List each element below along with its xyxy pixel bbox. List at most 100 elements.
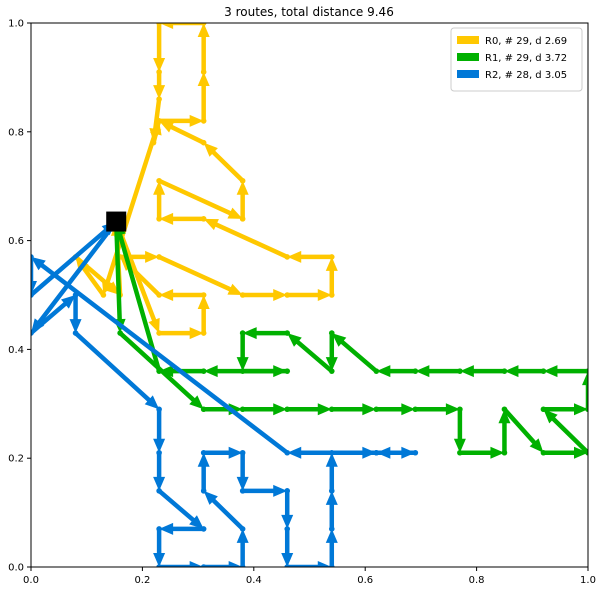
customer-point [72, 330, 79, 336]
route-arrowhead [543, 365, 558, 378]
route-arrowhead [498, 409, 511, 424]
route-arrowhead [325, 528, 338, 543]
customer-point [200, 292, 207, 298]
route-segment [295, 339, 335, 374]
routes-layer [31, 23, 588, 567]
y-tick-label: 0.2 [8, 454, 24, 465]
customer-point [200, 216, 207, 222]
customer-point [200, 406, 207, 413]
x-tick-label: 0.2 [134, 575, 150, 586]
route-arrowhead [153, 438, 166, 453]
route-arrowhead [459, 365, 474, 378]
customer-point [100, 292, 107, 298]
customer-point [200, 139, 207, 146]
route-arrowhead [153, 553, 166, 567]
legend-swatch [457, 70, 479, 78]
customer-point [156, 216, 162, 222]
customer-point [239, 330, 246, 336]
route-arrowhead [325, 357, 338, 372]
route-arrowhead [228, 561, 243, 567]
legend: R0, # 29, d 2.69 R1, # 29, d 3.72 R2, # 28… [450, 27, 583, 92]
route-arrowhead [61, 295, 76, 309]
y-tick-label: 0.4 [8, 345, 24, 356]
customer-point [117, 330, 123, 336]
customer-point [328, 254, 335, 260]
x-tick-label: 0.4 [246, 575, 262, 586]
legend-label: R0, # 29, d 2.69 [485, 36, 567, 47]
customer-point [156, 488, 162, 494]
route-arrowhead [325, 256, 338, 271]
route-0 [72, 23, 338, 340]
customer-point [501, 449, 508, 456]
route-arrowhead [287, 446, 302, 459]
route-arrowhead [543, 409, 558, 424]
route-arrowhead [144, 395, 160, 410]
customer-point [328, 330, 335, 336]
route-segment [340, 339, 379, 374]
chart-title: 3 routes, total distance 9.46 [224, 5, 394, 19]
customer-point [373, 449, 380, 456]
customer-point [284, 406, 291, 413]
plot-frame [30, 22, 589, 568]
customer-point [200, 526, 207, 532]
route-arrowhead [203, 365, 218, 378]
customer-point [239, 368, 246, 374]
customer-point [284, 488, 291, 494]
customer-point [457, 449, 463, 456]
customer-point [585, 406, 588, 413]
route-arrowhead [159, 289, 174, 301]
route-segment [156, 178, 233, 216]
customer-point [284, 526, 291, 532]
route-arrowhead [153, 180, 166, 195]
route-arrowhead [197, 71, 210, 86]
route-segment [31, 301, 68, 336]
legend-box [450, 27, 583, 92]
customer-point [156, 23, 162, 26]
route-arrowhead [287, 250, 302, 263]
customer-point [457, 368, 463, 374]
route-arrowhead [376, 446, 391, 459]
route-arrowhead [281, 553, 294, 567]
route-arrowhead [197, 23, 210, 37]
route-arrowhead [325, 452, 338, 467]
customer-point [540, 368, 547, 374]
customer-point [156, 330, 162, 336]
customer-point [156, 254, 162, 260]
route-arrowhead [415, 365, 430, 378]
customer-point [156, 118, 162, 124]
customer-point [373, 368, 380, 374]
route-segment [211, 150, 245, 184]
route-arrowhead [445, 403, 460, 416]
route-arrowhead [362, 403, 377, 416]
route-arrowhead [490, 446, 505, 459]
customer-point [540, 406, 547, 413]
route-arrowhead [401, 403, 416, 416]
route-arrowhead [159, 365, 174, 378]
customer-point [328, 292, 335, 298]
customer-point [239, 564, 246, 567]
x-tick-label: 0.0 [23, 575, 39, 586]
route-segment [551, 416, 588, 456]
customer-point [540, 449, 547, 456]
customer-point [156, 96, 162, 102]
customer-point [72, 292, 79, 298]
customer-point [457, 406, 463, 413]
route-segment [31, 228, 108, 298]
route-arrowhead [287, 333, 302, 347]
route-arrowhead [31, 256, 46, 271]
customer-point [501, 406, 508, 413]
x-axis: 0.0 0.2 0.4 0.6 0.8 1.0 [23, 567, 596, 586]
customer-point [239, 177, 246, 184]
customer-point [200, 564, 207, 567]
depot-layer [106, 211, 127, 232]
route-arrowhead [197, 452, 210, 467]
y-tick-label: 0.8 [8, 127, 24, 138]
route-arrowhead [189, 327, 204, 340]
route-segment [156, 254, 233, 292]
customer-point [328, 406, 335, 413]
route-segment [211, 498, 245, 532]
route-arrowhead [236, 180, 249, 195]
route-arrowhead [236, 476, 249, 491]
route-arrowhead [145, 250, 160, 263]
